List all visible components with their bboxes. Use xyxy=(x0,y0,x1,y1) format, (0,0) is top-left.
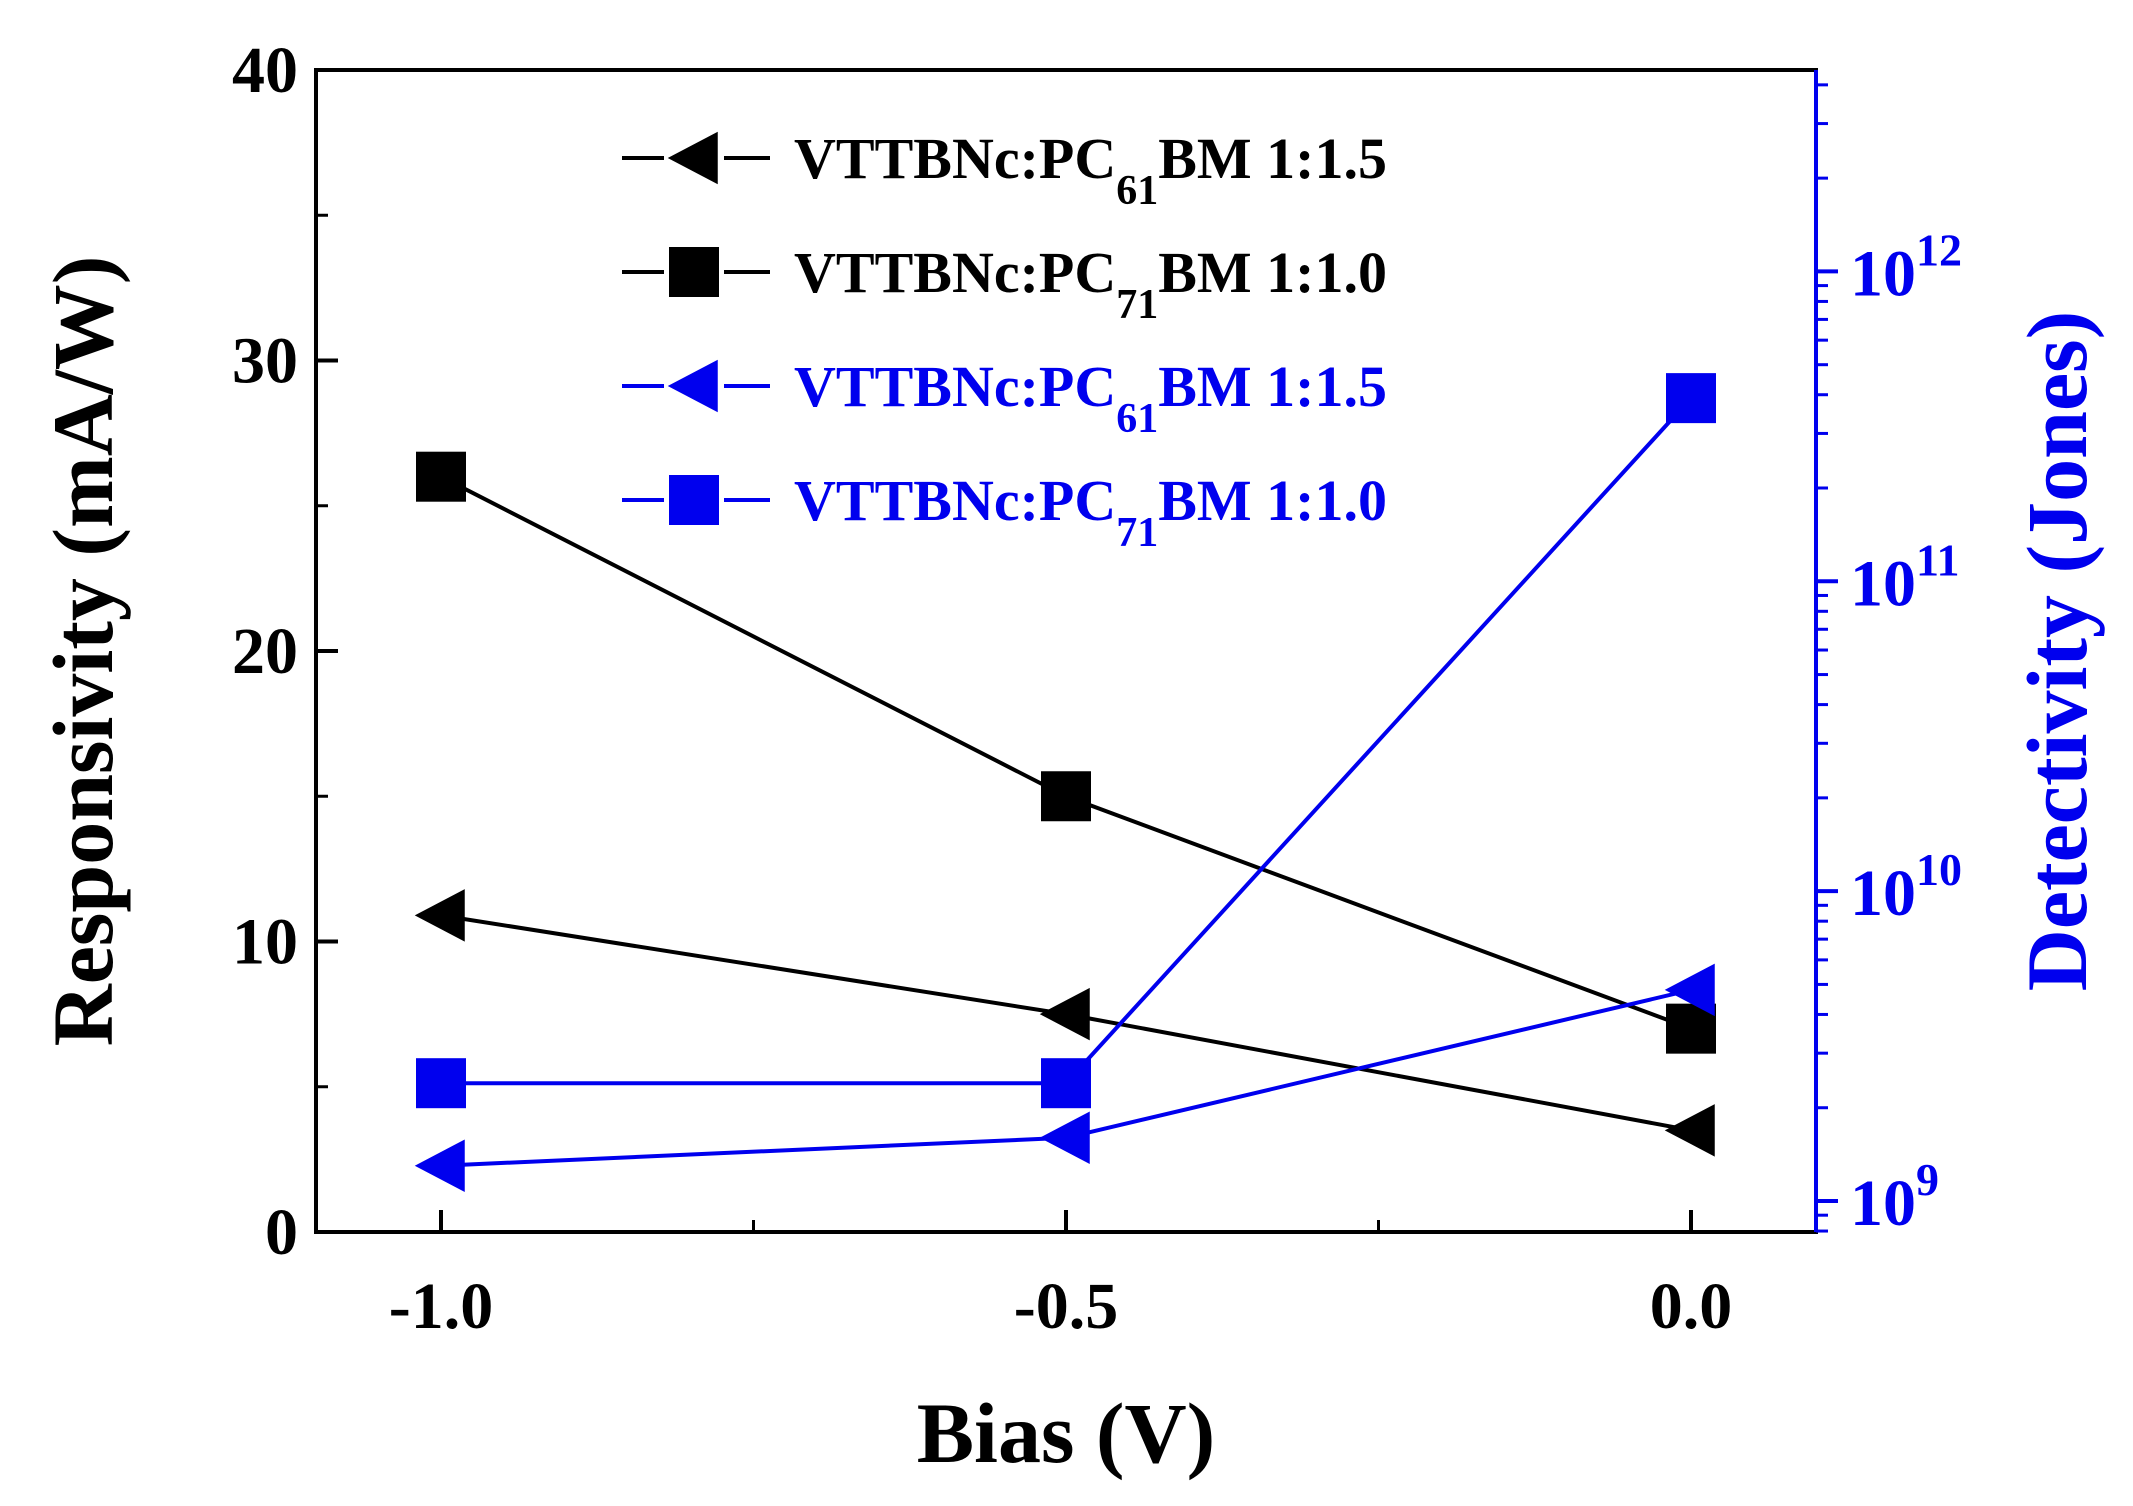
data-point-triangle xyxy=(667,131,718,185)
x-axis-ticks: -1.0 -0.5 0.0 xyxy=(389,1210,1732,1343)
data-point-square xyxy=(1041,1058,1091,1109)
legend-label: VTTBNc:PC61BM 1:1.5 xyxy=(794,126,1387,214)
legend-item-3: VTTBNc:PC61BM 1:1.5 xyxy=(622,354,1387,442)
y-tick-label: 10 xyxy=(232,906,298,979)
y2-axis-title: Detectivity (Jones) xyxy=(2009,311,2105,992)
data-point-square xyxy=(669,247,719,297)
series-layer xyxy=(414,373,1716,1192)
x-tick-label: -0.5 xyxy=(1014,1270,1118,1343)
data-point-triangle xyxy=(414,1139,465,1192)
y2-tick-label: 1012 xyxy=(1850,224,1962,310)
series-4 xyxy=(416,373,1716,1109)
series-3 xyxy=(414,963,1715,1192)
data-point-square xyxy=(1041,771,1091,822)
y2-tick-label: 1011 xyxy=(1850,534,1959,620)
data-point-triangle xyxy=(667,359,718,413)
x-axis-title: Bias (V) xyxy=(917,1385,1216,1481)
legend-label: VTTBNc:PC61BM 1:1.5 xyxy=(794,354,1387,442)
legend-item-1: VTTBNc:PC61BM 1:1.5 xyxy=(622,126,1387,214)
legend-label: VTTBNc:PC71BM 1:1.0 xyxy=(794,468,1387,556)
y-tick-label: 40 xyxy=(232,34,298,107)
data-point-triangle xyxy=(1039,987,1090,1041)
legend: VTTBNc:PC61BM 1:1.5 VTTBNc:PC71BM 1:1.0 VT… xyxy=(622,126,1387,556)
legend-label: VTTBNc:PC71BM 1:1.0 xyxy=(794,240,1387,328)
data-point-square xyxy=(1666,373,1716,424)
y2-axis-ticks: 109 1010 1011 1012 xyxy=(1816,83,1962,1240)
data-point-square xyxy=(669,475,719,525)
x-tick-label: -1.0 xyxy=(389,1270,493,1343)
y-tick-label: 0 xyxy=(265,1196,298,1269)
y2-tick-label: 109 xyxy=(1850,1154,1939,1240)
y2-tick-label: 1010 xyxy=(1850,844,1962,930)
y-axis-title: Responsivity (mA/W) xyxy=(35,256,131,1047)
y-tick-label: 30 xyxy=(232,325,298,398)
legend-item-2: VTTBNc:PC71BM 1:1.0 xyxy=(622,240,1387,328)
legend-item-4: VTTBNc:PC71BM 1:1.0 xyxy=(622,468,1387,556)
y-tick-label: 20 xyxy=(232,615,298,688)
data-point-triangle xyxy=(414,889,465,942)
series-2 xyxy=(416,451,1716,1054)
series-1 xyxy=(414,889,1715,1157)
data-point-triangle xyxy=(1039,1111,1090,1165)
data-point-square xyxy=(416,1058,466,1109)
data-point-triangle xyxy=(1664,1104,1715,1157)
data-point-square xyxy=(416,451,466,502)
data-point-triangle xyxy=(1664,963,1715,1017)
x-tick-label: 0.0 xyxy=(1650,1270,1733,1343)
y-axis-ticks: 0 10 20 30 40 xyxy=(232,34,338,1269)
